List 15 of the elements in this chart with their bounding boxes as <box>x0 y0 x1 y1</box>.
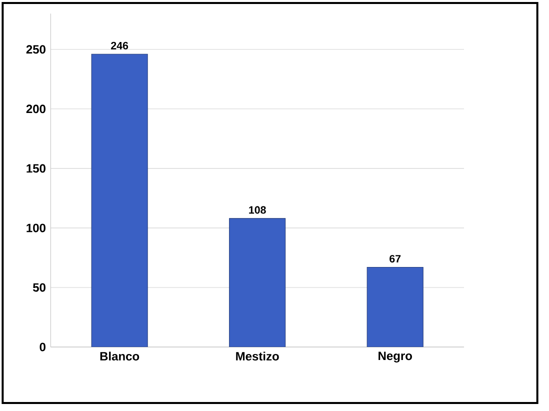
x-tick-label: Blanco <box>100 352 140 361</box>
bar <box>366 266 424 347</box>
y-tick-label: 100 <box>26 224 46 232</box>
y-tick-label: 200 <box>26 104 46 114</box>
data-label: 108 <box>249 206 266 214</box>
x-tick-label: Negro <box>378 352 412 363</box>
y-tick-label: 250 <box>26 45 46 54</box>
y-tick-label: 50 <box>32 283 46 292</box>
data-label: 67 <box>390 254 401 263</box>
x-tick-label: Mestizo <box>236 352 279 361</box>
y-tick-label: 0 <box>40 342 46 352</box>
bar <box>91 54 148 347</box>
data-label: 246 <box>111 42 128 50</box>
bar <box>229 218 286 347</box>
y-tick-label: 150 <box>26 164 46 173</box>
